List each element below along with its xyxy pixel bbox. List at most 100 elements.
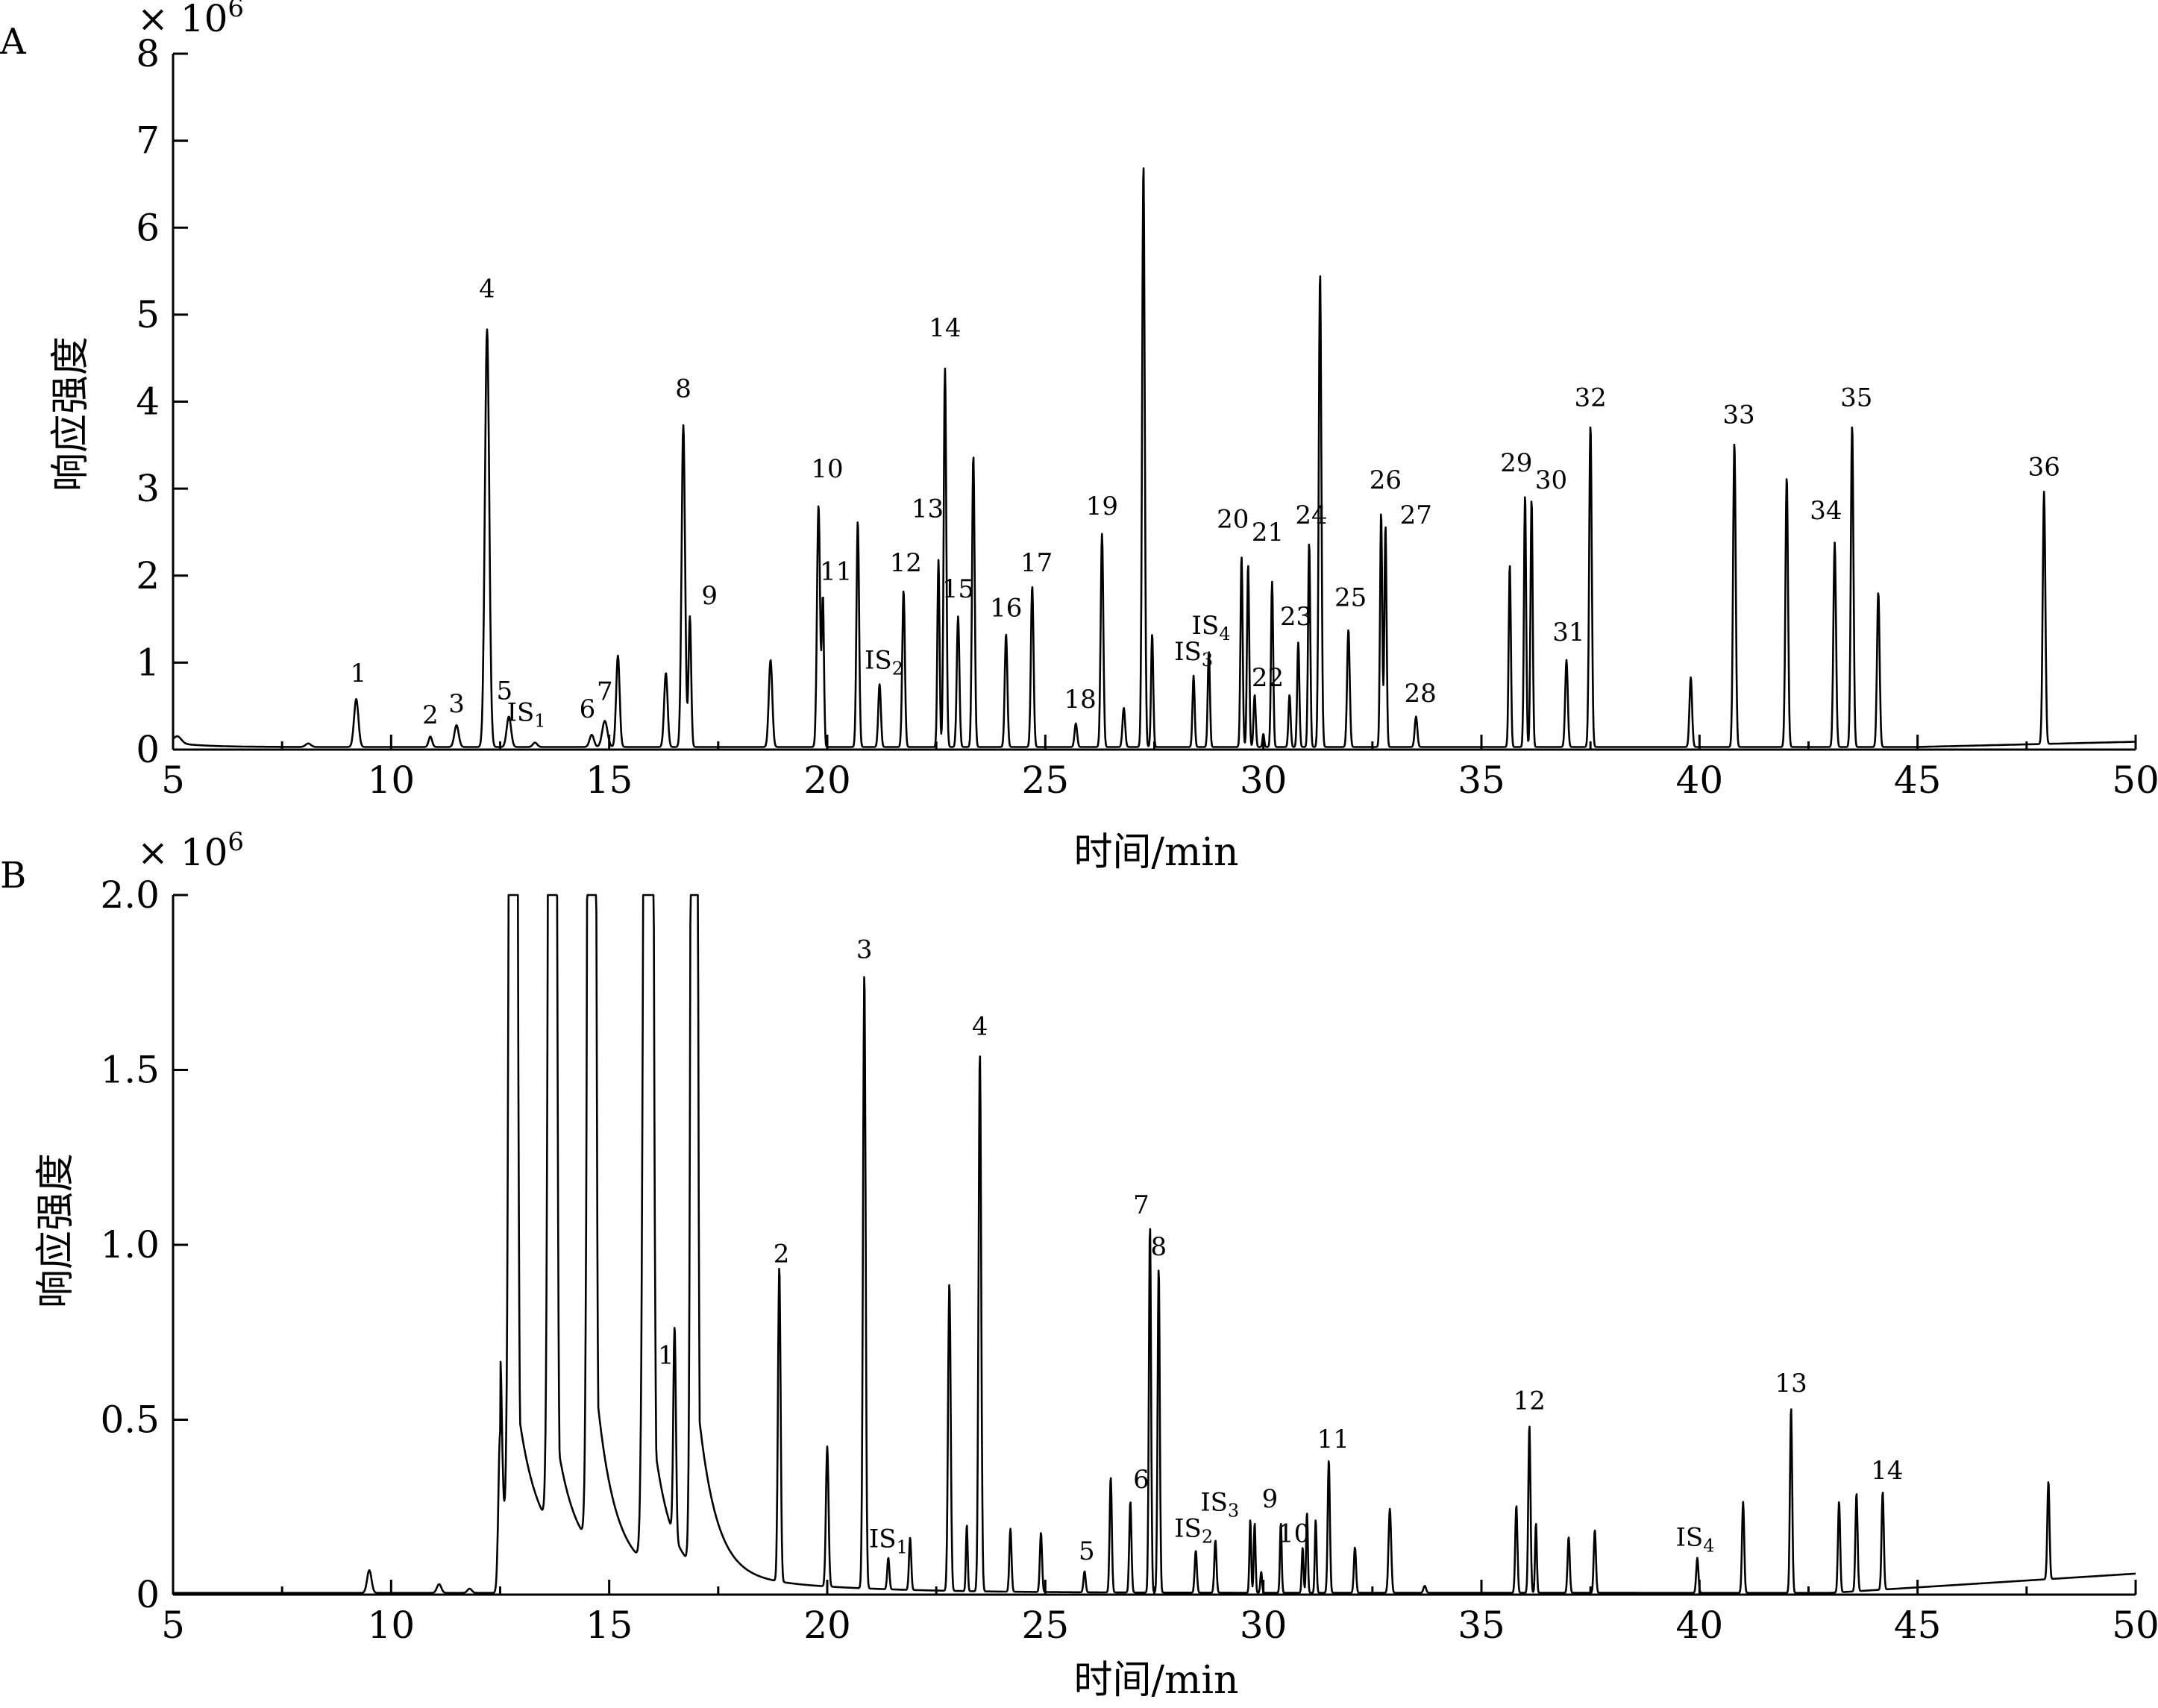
panel-a-y-multiplier-exp: 6 xyxy=(228,0,244,23)
panel-b-peak-label: IS1 xyxy=(869,1525,908,1558)
panel-a-chromatogram-line xyxy=(172,167,2136,748)
panel-a-y-tick-label: 8 xyxy=(136,32,160,75)
panel-b-peak-label: 12 xyxy=(1514,1386,1546,1416)
panel-a-y-tick-label: 4 xyxy=(136,380,160,424)
panel-a-peak-label: 30 xyxy=(1535,465,1567,495)
svg-text:× 106: × 106 xyxy=(137,827,244,874)
panel-a-peak-label: 6 xyxy=(580,694,596,724)
panel-b-y-tick-label: 0 xyxy=(136,1573,160,1616)
panel-a-peak-label: 18 xyxy=(1064,685,1096,715)
panel-b-x-tick-label: 10 xyxy=(368,1604,415,1647)
panel-a-peak-label: 25 xyxy=(1334,583,1367,613)
panel-a-peak-label: 28 xyxy=(1405,679,1437,709)
panel-a-peak-label: IS1 xyxy=(507,698,546,732)
panel-a-peak-label: IS3 xyxy=(1174,637,1213,671)
panel-a-peak-label: 21 xyxy=(1252,518,1284,547)
panel-a-peak-label: 7 xyxy=(597,677,613,707)
panel-b-label: B xyxy=(0,855,26,897)
panel-a-peak-label: 32 xyxy=(1575,383,1607,412)
panel-a-peak-label: 19 xyxy=(1086,492,1118,521)
panel-a-trace xyxy=(172,167,2136,748)
panel-a-peak-label: 12 xyxy=(890,548,922,578)
panel-a-y-tick-label: 2 xyxy=(136,554,160,597)
panel-b-x-tick-label: 40 xyxy=(1676,1604,1724,1647)
panel-a-peak-label: 27 xyxy=(1400,500,1432,530)
panel-a-x-tick-label: 20 xyxy=(803,759,851,802)
panel-a-peak-label: 26 xyxy=(1370,465,1402,495)
panel-a-peak-label: 29 xyxy=(1500,448,1532,478)
panel-a-x-tick-label: 30 xyxy=(1240,759,1287,802)
panel-a-peak-label: IS4 xyxy=(1191,611,1230,644)
panel-b-x-tick-label: 5 xyxy=(161,1604,185,1647)
panel-a-y-tick-label: 3 xyxy=(136,467,160,510)
panel-a-x-tick-label: 25 xyxy=(1022,759,1070,802)
panel-b-peak-label: IS3 xyxy=(1200,1487,1239,1521)
panel-b-peak-label: 14 xyxy=(1871,1456,1903,1486)
panel-b-y-multiplier-exp: 6 xyxy=(228,827,244,857)
panel-a-peak-label: 3 xyxy=(448,689,465,719)
panel-b-x-tick-label: 25 xyxy=(1022,1604,1070,1647)
panel-a-peak-label: 16 xyxy=(990,594,1022,624)
panel-b-y-tick-label: 1.0 xyxy=(100,1223,160,1266)
panel-a-y-axis-title: 响应强度 xyxy=(48,336,93,492)
panel-a-peak-label: 5 xyxy=(497,676,513,706)
panel-a-x-tick-label: 40 xyxy=(1676,759,1724,802)
panel-a-y-multiplier-base: × 10 xyxy=(137,0,228,40)
panel-b-peak-label: IS2 xyxy=(1174,1514,1213,1548)
panel-b-peak-label: 6 xyxy=(1133,1465,1149,1495)
panel-a-label: A xyxy=(0,21,27,63)
panel-b-peak-label: 7 xyxy=(1133,1190,1149,1220)
panel-a-x-tick-label: 50 xyxy=(2112,759,2158,802)
panel-b-peak-label: 11 xyxy=(1317,1425,1349,1454)
panel-a-x-tick-label: 35 xyxy=(1458,759,1505,802)
panel-a-y-multiplier: × 106 xyxy=(137,0,244,40)
panel-a-y-tick-label: 1 xyxy=(136,641,160,684)
panel-b-x-tick-label: 20 xyxy=(803,1604,851,1647)
panel-a-peak-label: IS2 xyxy=(865,646,903,679)
panel-b-x-tick-label: 15 xyxy=(586,1604,633,1647)
panel-b-trace xyxy=(172,894,2136,1594)
panel-b-peak-label: 1 xyxy=(658,1340,674,1370)
panel-a-peak-label: 33 xyxy=(1722,401,1754,430)
panel-a-peak-label: 31 xyxy=(1552,618,1584,647)
panel-a-x-axis-title: 时间/min xyxy=(1074,830,1239,875)
panel-b-peak-label: 10 xyxy=(1278,1519,1310,1549)
panel-a-peak-label: 15 xyxy=(942,574,974,604)
panel-a-peak-label: 8 xyxy=(675,374,691,404)
panel-a-peak-label: 9 xyxy=(701,581,718,611)
panel-a-peak-label: 10 xyxy=(811,454,843,484)
panel-a-y-tick-label: 6 xyxy=(136,206,160,249)
panel-b-x-axis-title: 时间/min xyxy=(1074,1658,1239,1703)
panel-a-x-tick-label: 15 xyxy=(586,759,633,802)
panel-a-y-tick-label: 7 xyxy=(136,119,160,163)
panel-a-peak-label: 2 xyxy=(422,700,439,730)
panel-a-peak-label: 11 xyxy=(820,557,852,587)
panel-b-peak-label: 9 xyxy=(1262,1484,1279,1514)
panel-b-peak-label: 8 xyxy=(1151,1232,1167,1262)
panel-b-y-tick-label: 2.0 xyxy=(100,873,160,917)
panel-b-x-tick-label: 35 xyxy=(1458,1604,1505,1647)
panel-b-x-tick-label: 45 xyxy=(1894,1604,1942,1647)
panel-a-x-tick-label: 10 xyxy=(368,759,415,802)
panel-a-y-tick-label: 0 xyxy=(136,728,160,771)
panel-b-x-tick-label: 30 xyxy=(1240,1604,1287,1647)
panel-a-peak-label: 35 xyxy=(1840,383,1872,412)
panel-b-peak-label: 13 xyxy=(1775,1369,1807,1398)
panel-b-y-axis-title: 响应强度 xyxy=(34,1153,78,1308)
panel-a-peak-label: 23 xyxy=(1280,602,1312,632)
panel-b-x-tick-label: 50 xyxy=(2112,1604,2158,1647)
panel-a-peak-label: 4 xyxy=(479,274,495,304)
panel-a-peak-label: 34 xyxy=(1810,496,1842,526)
panel-a-peak-label: 17 xyxy=(1020,548,1053,578)
panel-b-chromatogram-line xyxy=(172,894,2136,1594)
panel-b-y-tick-label: 0.5 xyxy=(100,1398,160,1442)
panel-a-y-tick-label: 5 xyxy=(136,293,160,336)
panel-b-y-multiplier-base: × 10 xyxy=(137,831,228,874)
panel-b-y-multiplier: × 106 xyxy=(137,827,244,874)
panel-b-y-tick-label: 1.5 xyxy=(100,1049,160,1092)
panel-a-peak-label: 22 xyxy=(1252,663,1284,693)
panel-b-peak-label: 2 xyxy=(774,1239,790,1269)
